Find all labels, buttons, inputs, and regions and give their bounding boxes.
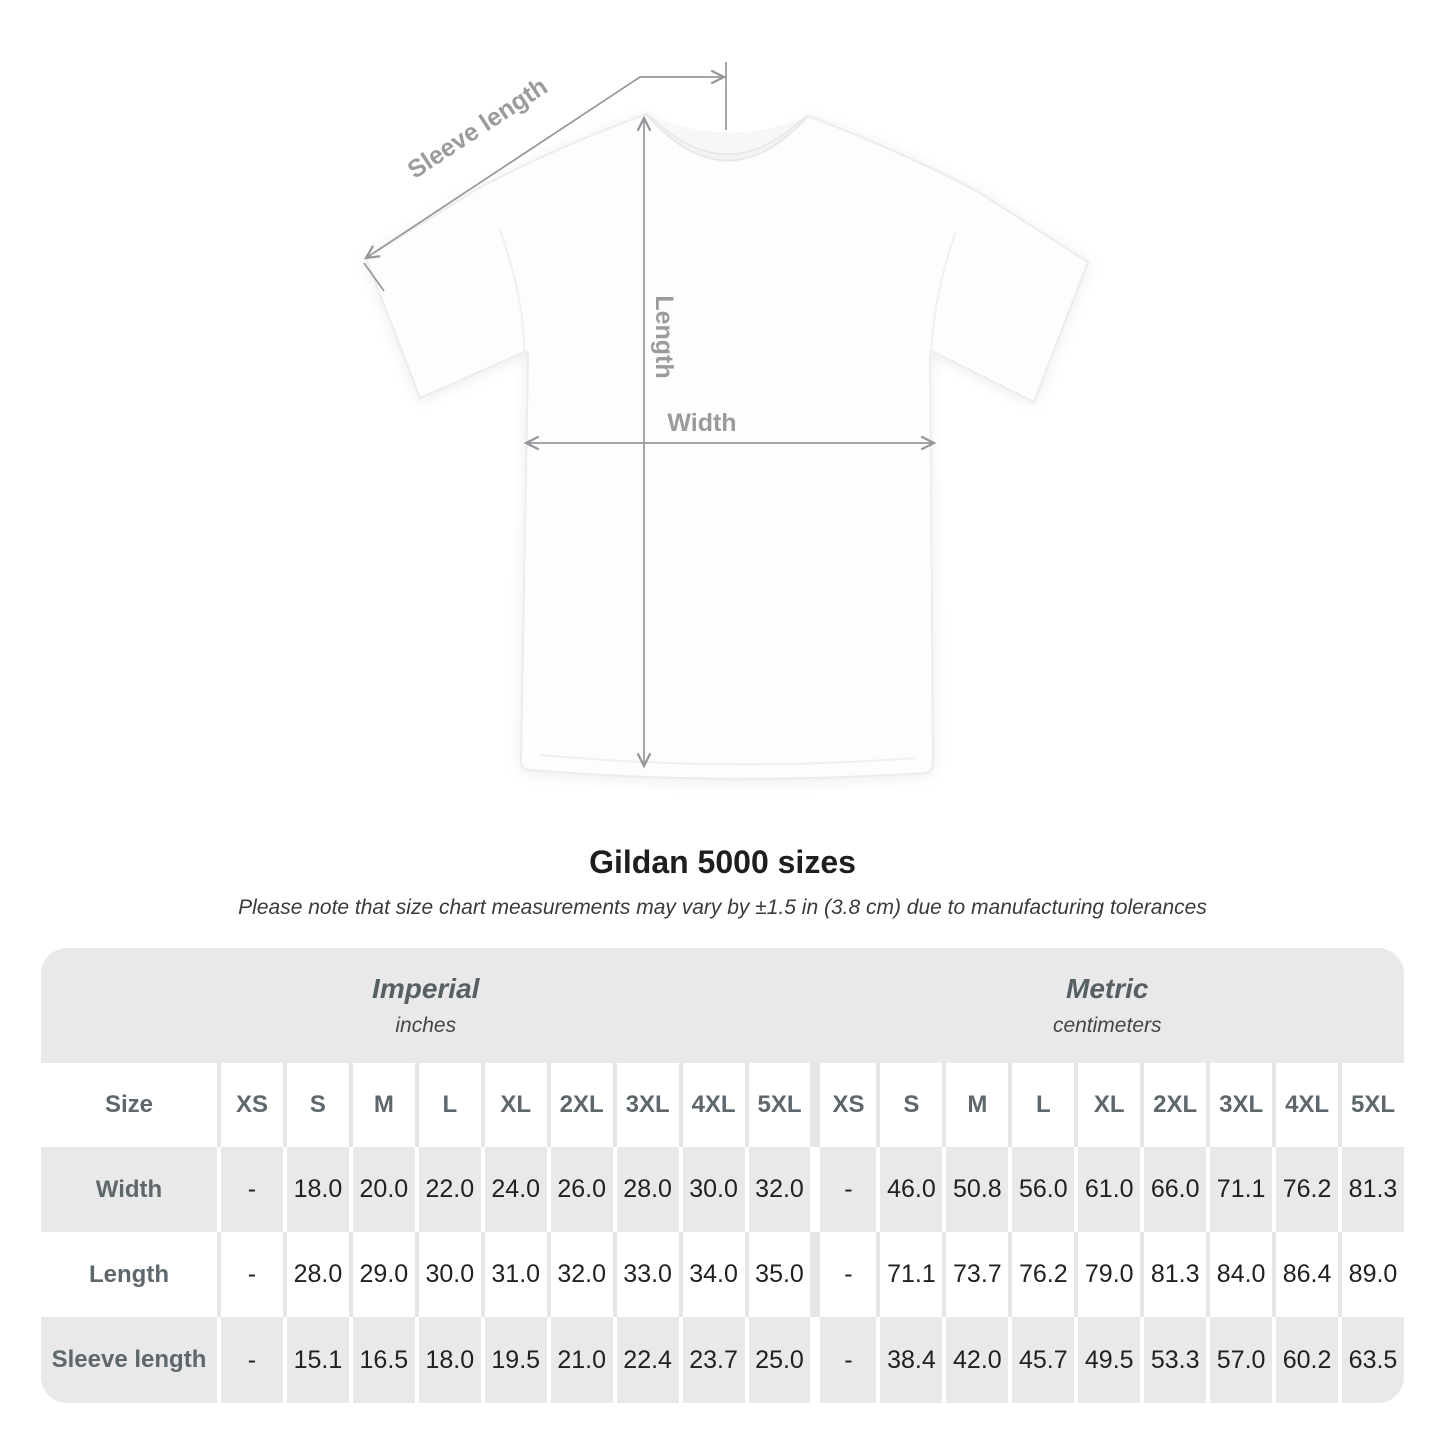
imperial-value-cell: 23.7 xyxy=(678,1317,745,1403)
metric-value-cell: 49.5 xyxy=(1074,1317,1141,1403)
size-header-imperial-5xl: 5XL xyxy=(744,1063,811,1147)
metric-value-cell: 53.3 xyxy=(1140,1317,1207,1403)
metric-unit: centimeters xyxy=(1052,1014,1162,1037)
tshirt-illustration: Sleeve length Length Width xyxy=(363,62,1090,780)
imperial-value-cell: 30.0 xyxy=(414,1232,481,1317)
metric-value-cell: 57.0 xyxy=(1206,1317,1273,1403)
size-header-metric-l: L xyxy=(1008,1063,1075,1147)
size-header-imperial-xs: XS xyxy=(217,1063,283,1147)
metric-value-cell: 73.7 xyxy=(942,1232,1009,1317)
imperial-value-cell: 32.0 xyxy=(744,1147,811,1232)
size-header-imperial-3xl: 3XL xyxy=(612,1063,679,1147)
imperial-value-cell: 15.1 xyxy=(282,1317,349,1403)
imperial-value-cell: 24.0 xyxy=(480,1147,547,1232)
metric-value-cell: 61.0 xyxy=(1074,1147,1141,1232)
imperial-value-cell: 28.0 xyxy=(612,1147,679,1232)
metric-value-cell: 89.0 xyxy=(1338,1232,1404,1317)
metric-value-cell: 79.0 xyxy=(1074,1232,1141,1317)
imperial-value-cell: 21.0 xyxy=(546,1317,613,1403)
size-header-imperial-m: M xyxy=(348,1063,415,1147)
size-chart-table: Imperial inches Metric centimeters Size X… xyxy=(41,948,1404,1403)
size-header-imperial-4xl: 4XL xyxy=(678,1063,745,1147)
imperial-value-cell: 16.5 xyxy=(348,1317,415,1403)
metric-value-cell: 50.8 xyxy=(942,1147,1009,1232)
tolerance-note: Please note that size chart measurements… xyxy=(238,896,1207,919)
imperial-value-cell: - xyxy=(217,1147,283,1232)
metric-value-cell: 81.3 xyxy=(1140,1232,1207,1317)
size-header-imperial-2xl: 2XL xyxy=(546,1063,613,1147)
size-header-metric-xl: XL xyxy=(1074,1063,1141,1147)
metric-value-cell: 42.0 xyxy=(942,1317,1009,1403)
imperial-value-cell: 18.0 xyxy=(414,1317,481,1403)
metric-title: Metric xyxy=(1066,973,1149,1004)
imperial-value-cell: - xyxy=(217,1232,283,1317)
size-header-metric-xs: XS xyxy=(810,1063,877,1147)
imperial-value-cell: - xyxy=(217,1317,283,1403)
metric-value-cell: 45.7 xyxy=(1008,1317,1075,1403)
imperial-value-cell: 18.0 xyxy=(282,1147,349,1232)
metric-value-cell: - xyxy=(810,1232,877,1317)
imperial-value-cell: 29.0 xyxy=(348,1232,415,1317)
metric-value-cell: 84.0 xyxy=(1206,1232,1273,1317)
metric-value-cell: - xyxy=(810,1147,877,1232)
metric-section-header: Metric centimeters xyxy=(810,948,1404,1063)
imperial-value-cell: 26.0 xyxy=(546,1147,613,1232)
metric-value-cell: 71.1 xyxy=(1206,1147,1273,1232)
metric-value-cell: 76.2 xyxy=(1272,1147,1339,1232)
size-header-metric-3xl: 3XL xyxy=(1206,1063,1273,1147)
metric-value-cell: 86.4 xyxy=(1272,1232,1339,1317)
metric-value-cell: 63.5 xyxy=(1338,1317,1404,1403)
row-label-sleeve-length: Sleeve length xyxy=(41,1317,217,1403)
imperial-value-cell: 35.0 xyxy=(744,1232,811,1317)
size-header-metric-m: M xyxy=(942,1063,1009,1147)
imperial-value-cell: 25.0 xyxy=(744,1317,811,1403)
imperial-value-cell: 32.0 xyxy=(546,1232,613,1317)
size-header-metric-s: S xyxy=(876,1063,943,1147)
tshirt-shape xyxy=(364,112,1090,780)
sleeve-length-arrow xyxy=(363,62,727,292)
length-label: Length xyxy=(650,295,678,378)
metric-value-cell: 66.0 xyxy=(1140,1147,1207,1232)
row-label-width: Width xyxy=(41,1147,217,1232)
imperial-value-cell: 30.0 xyxy=(678,1147,745,1232)
imperial-value-cell: 31.0 xyxy=(480,1232,547,1317)
imperial-title: Imperial xyxy=(372,973,480,1004)
imperial-value-cell: 20.0 xyxy=(348,1147,415,1232)
shoulder-reference-tick xyxy=(363,262,385,292)
page-title: Gildan 5000 sizes xyxy=(589,844,856,880)
metric-value-cell: 81.3 xyxy=(1338,1147,1404,1232)
imperial-value-cell: 33.0 xyxy=(612,1232,679,1317)
metric-value-cell: - xyxy=(810,1317,877,1403)
imperial-value-cell: 19.5 xyxy=(480,1317,547,1403)
size-header-imperial-l: L xyxy=(414,1063,481,1147)
size-header-metric-4xl: 4XL xyxy=(1272,1063,1339,1147)
size-column-header: Size xyxy=(41,1063,217,1147)
size-header-imperial-xl: XL xyxy=(480,1063,547,1147)
size-header-metric-5xl: 5XL xyxy=(1338,1063,1404,1147)
imperial-unit: inches xyxy=(395,1014,457,1037)
metric-value-cell: 71.1 xyxy=(876,1232,943,1317)
tshirt-measurement-diagram: Sleeve length Length Width xyxy=(363,62,1090,780)
metric-value-cell: 56.0 xyxy=(1008,1147,1075,1232)
imperial-value-cell: 28.0 xyxy=(282,1232,349,1317)
metric-value-cell: 46.0 xyxy=(876,1147,943,1232)
metric-value-cell: 76.2 xyxy=(1008,1232,1075,1317)
width-label: Width xyxy=(667,409,736,437)
imperial-section-header: Imperial inches xyxy=(41,948,811,1063)
size-header-imperial-s: S xyxy=(282,1063,349,1147)
size-header-metric-2xl: 2XL xyxy=(1140,1063,1207,1147)
imperial-value-cell: 34.0 xyxy=(678,1232,745,1317)
row-label-length: Length xyxy=(41,1232,217,1317)
imperial-value-cell: 22.4 xyxy=(612,1317,679,1403)
imperial-value-cell: 22.0 xyxy=(414,1147,481,1232)
metric-value-cell: 60.2 xyxy=(1272,1317,1339,1403)
metric-value-cell: 38.4 xyxy=(876,1317,943,1403)
